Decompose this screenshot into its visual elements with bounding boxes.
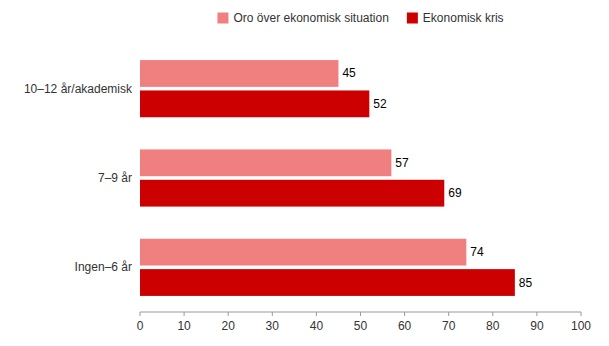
bar	[140, 149, 391, 176]
chart: 74 57 45 85 69 52 0 10 20 30 40 50 60 70 80 90 100 Ingen–…	[0, 0, 609, 346]
bar	[140, 60, 338, 87]
x-tick	[404, 312, 405, 316]
y-tick-label: 7–9 år	[98, 171, 132, 185]
x-tick	[448, 312, 449, 316]
x-tick	[228, 312, 229, 316]
bar	[140, 269, 515, 296]
data-label: 74	[470, 245, 484, 259]
x-tick-label: 20	[222, 319, 236, 333]
data-label: 52	[373, 97, 387, 111]
y-tick-label: 10–12 år/akademisk	[24, 82, 133, 96]
x-axis: 0 10 20 30 40 50 60 70 80 90 100	[137, 312, 592, 333]
x-tick-label: 60	[398, 319, 412, 333]
x-tick-label: 10	[177, 319, 191, 333]
x-tick-label: 70	[442, 319, 456, 333]
data-label: 69	[448, 186, 462, 200]
x-tick-label: 100	[571, 319, 591, 333]
x-tick	[581, 312, 582, 316]
x-tick-label: 40	[310, 319, 324, 333]
bar	[140, 239, 466, 266]
y-tick-label: Ingen–6 år	[75, 260, 132, 274]
x-tick-label: 0	[137, 319, 144, 333]
x-tick	[140, 312, 141, 316]
legend: Oro över ekonomisk situation Ekonomisk kr…	[217, 11, 503, 25]
x-tick	[316, 312, 317, 316]
chart-container: 74 57 45 85 69 52 0 10 20 30 40 50 60 70 80 90 100 Ingen–…	[0, 0, 609, 346]
x-tick	[536, 312, 537, 316]
x-tick-label: 30	[266, 319, 280, 333]
x-tick-label: 50	[354, 319, 368, 333]
x-tick-label: 80	[486, 319, 500, 333]
x-tick	[360, 312, 361, 316]
x-tick	[184, 312, 185, 316]
y-axis: Ingen–6 år 7–9 år 10–12 år/akademisk	[24, 82, 133, 275]
x-tick	[492, 312, 493, 316]
legend-swatch	[217, 13, 228, 24]
x-tick	[272, 312, 273, 316]
data-label: 57	[395, 156, 409, 170]
data-labels: 74 57 45 85 69 52	[342, 66, 532, 289]
legend-swatch	[407, 13, 418, 24]
legend-label: Oro över ekonomisk situation	[233, 11, 388, 25]
bar	[140, 90, 369, 117]
data-label: 45	[342, 66, 356, 80]
legend-label: Ekonomisk kris	[423, 11, 504, 25]
bar	[140, 180, 444, 207]
x-tick-label: 90	[530, 319, 544, 333]
data-label: 85	[519, 276, 533, 290]
bars	[140, 60, 515, 296]
